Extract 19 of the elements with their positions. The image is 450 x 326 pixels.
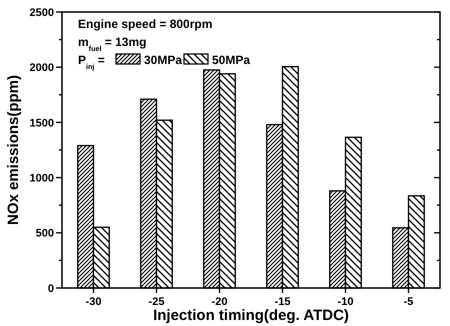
legend-label: 50MPa	[212, 53, 250, 67]
y-tick-label: 2500	[30, 6, 54, 19]
x-tick-label: -25	[148, 296, 164, 308]
y-axis-title: NOx emissions(ppm)	[5, 74, 22, 226]
x-tick-label: -15	[274, 296, 290, 308]
legend-label: 30MPa	[144, 53, 182, 67]
annotation: Engine speed = 800rpm	[78, 17, 212, 31]
x-tick-label: -10	[338, 296, 354, 308]
y-tick-label: 500	[36, 228, 54, 240]
legend-title: P$_{inj}$ =	[78, 53, 105, 70]
x-tick-label: -30	[86, 296, 102, 308]
x-tick-label: -5	[404, 296, 414, 308]
x-tick-label: -20	[212, 296, 228, 308]
y-tick-label: 1500	[30, 117, 54, 130]
x-axis-title: Injection timing(deg. ATDC)	[153, 307, 349, 324]
y-tick-label: 2000	[30, 62, 54, 74]
y-tick-label: 0	[48, 282, 54, 295]
y-tick-label: 1000	[30, 172, 54, 184]
annotation: m$_{fuel}$ = 13mg	[78, 35, 146, 52]
